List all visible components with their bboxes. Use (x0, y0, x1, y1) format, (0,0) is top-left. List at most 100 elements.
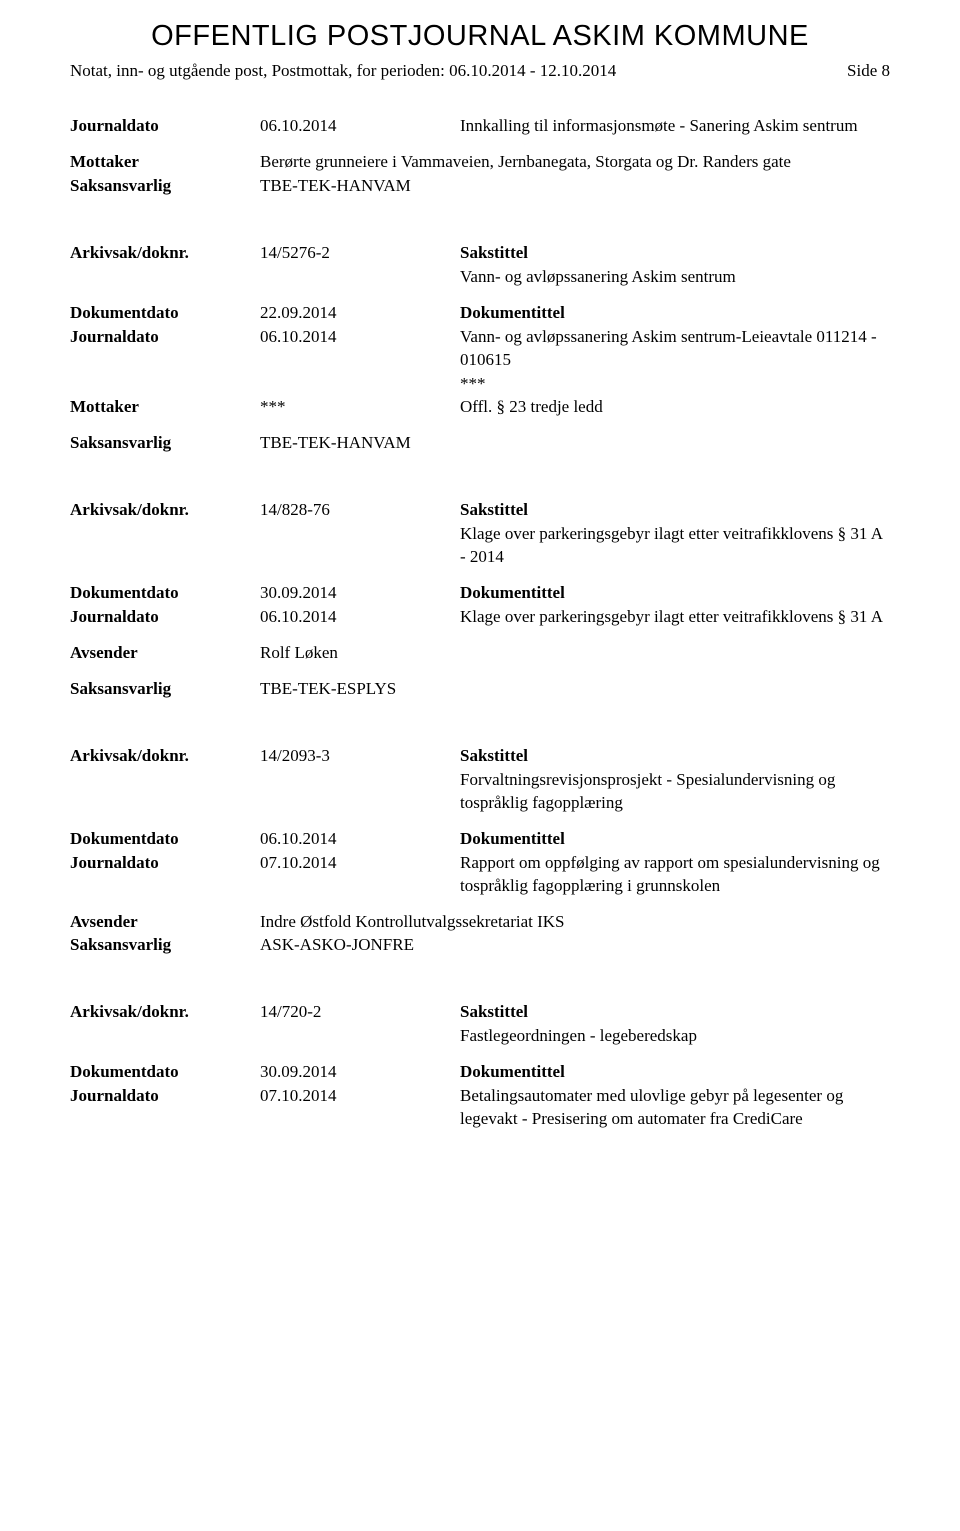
field-value-2: *** (460, 373, 890, 396)
record-row: SaksansvarligTBE-TEK-HANVAM (70, 432, 890, 455)
field-label: Dokumentdato (70, 582, 260, 605)
field-value-1: 14/2093-3 (260, 745, 460, 768)
field-label: Journaldato (70, 606, 260, 629)
field-label: Journaldato (70, 1085, 260, 1108)
subtitle-text: Notat, inn- og utgående post, Postmottak… (70, 61, 616, 81)
spacer (70, 570, 890, 582)
field-value-1: 07.10.2014 (260, 1085, 460, 1108)
field-value-1: 30.09.2014 (260, 582, 460, 605)
record-row: Journaldato06.10.2014Klage over parkerin… (70, 606, 890, 629)
spacer (70, 666, 890, 678)
field-value-2: Forvaltningsrevisjonsprosjekt - Spesialu… (460, 769, 890, 815)
spacer (70, 139, 890, 151)
record-row: Dokumentdato30.09.2014Dokumentittel (70, 582, 890, 605)
field-label: Arkivsak/doknr. (70, 242, 260, 265)
records-container: Journaldato06.10.2014Innkalling til info… (70, 115, 890, 1131)
record-row: AvsenderIndre Østfold Kontrollutvalgssek… (70, 911, 890, 934)
field-label: Mottaker (70, 396, 260, 419)
field-label: Arkivsak/doknr. (70, 499, 260, 522)
field-label: Saksansvarlig (70, 934, 260, 957)
record-row: Fastlegeordningen - legeberedskap (70, 1025, 890, 1048)
sub-header: Notat, inn- og utgående post, Postmottak… (70, 61, 890, 81)
record-row: *** (70, 373, 890, 396)
field-value-1: 22.09.2014 (260, 302, 460, 325)
record-row: SaksansvarligTBE-TEK-ESPLYS (70, 678, 890, 701)
field-label: Dokumentdato (70, 828, 260, 851)
journal-record: Arkivsak/doknr.14/828-76SakstittelKlage … (70, 499, 890, 701)
field-value: TBE-TEK-HANVAM (260, 175, 890, 198)
record-row: Arkivsak/doknr.14/5276-2Sakstittel (70, 242, 890, 265)
field-value-2: Innkalling til informasjonsmøte - Saneri… (460, 115, 890, 138)
field-label: Saksansvarlig (70, 175, 260, 198)
record-row: Dokumentdato22.09.2014Dokumentittel (70, 302, 890, 325)
record-row: Vann- og avløpssanering Askim sentrum (70, 266, 890, 289)
field-value-1: 06.10.2014 (260, 606, 460, 629)
record-row: Dokumentdato30.09.2014Dokumentittel (70, 1061, 890, 1084)
field-value-2: Vann- og avløpssanering Askim sentrum (460, 266, 890, 289)
record-row: MottakerBerørte grunneiere i Vammaveien,… (70, 151, 890, 174)
field-value-2: Dokumentittel (460, 828, 890, 851)
spacer (70, 630, 890, 642)
field-value-1: 06.10.2014 (260, 828, 460, 851)
field-value-1: 14/5276-2 (260, 242, 460, 265)
field-value-2: Offl. § 23 tredje ledd (460, 396, 890, 419)
page-title: OFFENTLIG POSTJOURNAL ASKIM KOMMUNE (70, 20, 890, 53)
record-row: Arkivsak/doknr.14/720-2Sakstittel (70, 1001, 890, 1024)
field-label: Saksansvarlig (70, 432, 260, 455)
field-value-1: *** (260, 396, 460, 419)
record-row: Dokumentdato06.10.2014Dokumentittel (70, 828, 890, 851)
spacer (70, 420, 890, 432)
record-row: Journaldato07.10.2014Betalingsautomater … (70, 1085, 890, 1131)
field-label: Dokumentdato (70, 1061, 260, 1084)
record-row: Klage over parkeringsgebyr ilagt etter v… (70, 523, 890, 569)
field-value-2: Dokumentittel (460, 582, 890, 605)
field-label: Mottaker (70, 151, 260, 174)
field-value-2: Dokumentittel (460, 1061, 890, 1084)
field-value-1: 14/720-2 (260, 1001, 460, 1024)
record-row: AvsenderRolf Løken (70, 642, 890, 665)
journal-record: Arkivsak/doknr.14/720-2SakstittelFastleg… (70, 1001, 890, 1131)
spacer (70, 290, 890, 302)
field-value-1: 06.10.2014 (260, 115, 460, 138)
record-row: Mottaker***Offl. § 23 tredje ledd (70, 396, 890, 419)
field-label: Dokumentdato (70, 302, 260, 325)
field-value: TBE-TEK-ESPLYS (260, 678, 890, 701)
field-label: Avsender (70, 911, 260, 934)
field-value-2: Sakstittel (460, 242, 890, 265)
field-label: Avsender (70, 642, 260, 665)
record-row: Forvaltningsrevisjonsprosjekt - Spesialu… (70, 769, 890, 815)
field-label: Arkivsak/doknr. (70, 745, 260, 768)
field-value: TBE-TEK-HANVAM (260, 432, 890, 455)
field-label: Journaldato (70, 326, 260, 349)
record-row: Journaldato06.10.2014Innkalling til info… (70, 115, 890, 138)
field-value-2: Fastlegeordningen - legeberedskap (460, 1025, 890, 1048)
journal-record: Journaldato06.10.2014Innkalling til info… (70, 115, 890, 198)
record-row: SaksansvarligASK-ASKO-JONFRE (70, 934, 890, 957)
field-value-1: 07.10.2014 (260, 852, 460, 875)
field-value: Rolf Løken (260, 642, 890, 665)
field-value: Berørte grunneiere i Vammaveien, Jernban… (260, 151, 890, 174)
field-value-2: Sakstittel (460, 745, 890, 768)
record-row: Journaldato07.10.2014Rapport om oppfølgi… (70, 852, 890, 898)
record-row: Journaldato06.10.2014Vann- og avløpssane… (70, 326, 890, 372)
journal-record: Arkivsak/doknr.14/5276-2SakstittelVann- … (70, 242, 890, 456)
spacer (70, 899, 890, 911)
spacer (70, 816, 890, 828)
field-value-1: 06.10.2014 (260, 326, 460, 349)
field-label: Saksansvarlig (70, 678, 260, 701)
field-value-1: 30.09.2014 (260, 1061, 460, 1084)
field-value-2: Klage over parkeringsgebyr ilagt etter v… (460, 606, 890, 629)
page-number: Side 8 (847, 61, 890, 81)
field-value-2: Vann- og avløpssanering Askim sentrum-Le… (460, 326, 890, 372)
field-value-1: 14/828-76 (260, 499, 460, 522)
field-label: Arkivsak/doknr. (70, 1001, 260, 1024)
field-value: ASK-ASKO-JONFRE (260, 934, 890, 957)
record-row: Arkivsak/doknr.14/828-76Sakstittel (70, 499, 890, 522)
field-value-2: Klage over parkeringsgebyr ilagt etter v… (460, 523, 890, 569)
field-value-2: Rapport om oppfølging av rapport om spes… (460, 852, 890, 898)
field-value-2: Sakstittel (460, 1001, 890, 1024)
spacer (70, 1049, 890, 1061)
journal-record: Arkivsak/doknr.14/2093-3SakstittelForval… (70, 745, 890, 958)
field-label: Journaldato (70, 115, 260, 138)
field-value-2: Dokumentittel (460, 302, 890, 325)
